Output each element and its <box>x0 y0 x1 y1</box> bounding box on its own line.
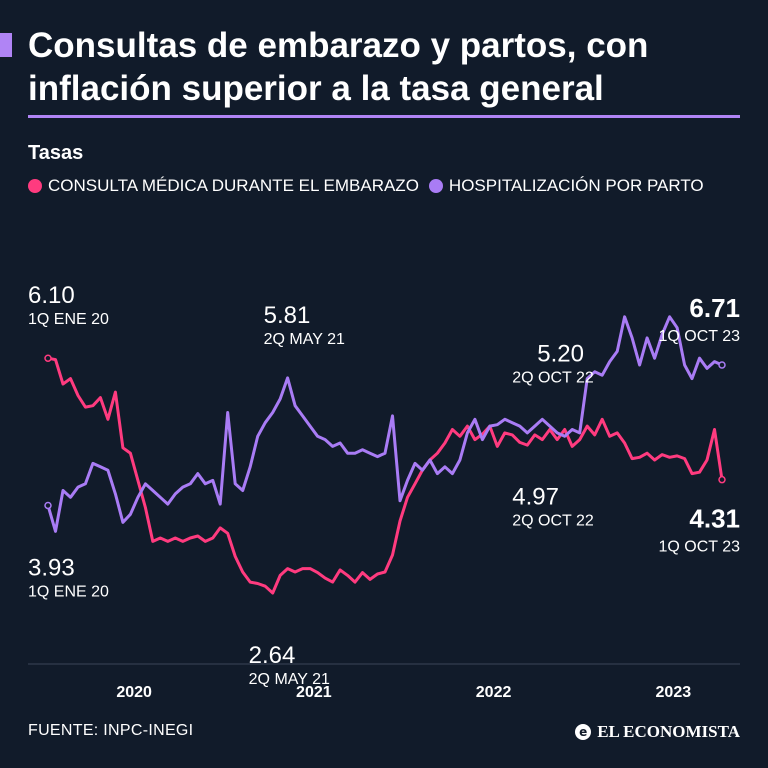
chart-subtitle: Tasas <box>28 142 84 164</box>
series-line-1 <box>46 315 724 533</box>
annotation-value-5: 4.97 <box>512 484 559 511</box>
x-tick-label-2022: 2022 <box>476 684 512 701</box>
annotation-date-6: 1Q OCT 23 <box>658 328 740 345</box>
title-accent-bar <box>0 33 12 57</box>
annotation-date-7: 1Q OCT 23 <box>658 539 740 556</box>
annotation-date-3: 2Q MAY 21 <box>249 671 330 688</box>
legend-item-consulta: CONSULTA MÉDICA DURANTE EL EMBARAZO <box>28 176 419 196</box>
brand-logo: e EL ECONOMISTA <box>575 722 740 742</box>
annotation-date-2: 2Q MAY 21 <box>264 331 345 348</box>
annotation-value-1: 3.93 <box>28 554 75 581</box>
annotation-value-0: 6.10 <box>28 282 75 309</box>
legend-dot-pink-icon <box>28 179 42 193</box>
annotation-value-4: 5.20 <box>537 340 584 367</box>
title-divider <box>28 115 740 118</box>
series-0-endpoint-marker <box>44 354 52 362</box>
annotation-date-1: 1Q ENE 20 <box>28 583 109 600</box>
series-0-endpoint-marker <box>718 475 726 484</box>
series-1-endpoint-marker <box>718 361 726 369</box>
brand-name: EL ECONOMISTA <box>597 722 740 741</box>
legend-label-consulta: CONSULTA MÉDICA DURANTE EL EMBARAZO <box>48 176 419 195</box>
chart-legend: CONSULTA MÉDICA DURANTE EL EMBARAZO HOSP… <box>28 176 714 196</box>
annotation-date-4: 2Q OCT 22 <box>512 369 594 386</box>
annotation-value-3: 2.64 <box>249 642 296 669</box>
x-tick-label-2021: 2021 <box>296 684 332 701</box>
annotation-date-5: 2Q OCT 22 <box>512 513 594 530</box>
legend-dot-purple-icon <box>428 179 443 193</box>
page-title: Consultas de embarazo y partos, con infl… <box>28 26 649 108</box>
annotation-value-6: 6.71 <box>689 293 740 323</box>
e-logo-icon: e <box>575 724 592 740</box>
annotation-value-7: 4.31 <box>689 504 740 534</box>
annotation-value-2: 5.81 <box>264 302 311 329</box>
legend-item-hospitalizacion: HOSPITALIZACIÓN POR PARTO <box>428 176 704 196</box>
series-line-0 <box>46 356 724 595</box>
source-note: FUENTE: INPC-INEGI <box>28 722 194 739</box>
series-1-endpoint-marker <box>44 501 52 510</box>
x-tick-label-2023: 2023 <box>656 684 692 701</box>
x-tick-label-2020: 2020 <box>116 684 152 701</box>
legend-label-hospitalizacion: HOSPITALIZACIÓN POR PARTO <box>448 176 704 195</box>
annotation-date-0: 1Q ENE 20 <box>28 311 109 328</box>
